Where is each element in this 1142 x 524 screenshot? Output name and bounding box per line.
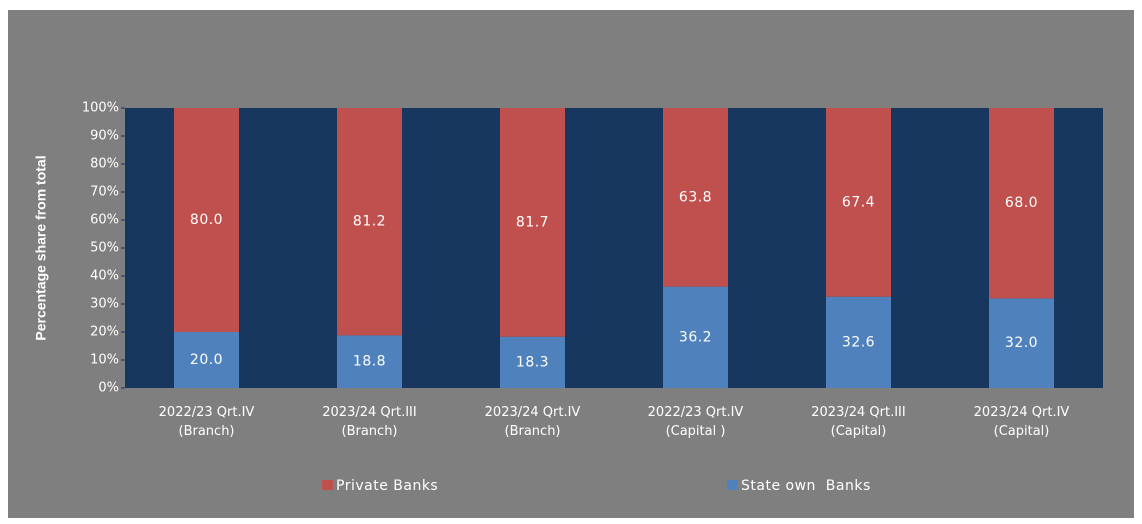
data-label: 18.3 (516, 354, 549, 370)
x-tick-label-line: (Capital ) (666, 424, 726, 439)
x-tick-label-line: (Branch) (505, 424, 561, 439)
data-label: 63.8 (679, 189, 712, 205)
bar-segment (663, 286, 728, 388)
bar-segment (989, 108, 1054, 299)
y-tick-label: 60% (90, 213, 119, 228)
x-tick-label-line: 2022/23 Qrt.IV (648, 405, 744, 420)
legend-swatch (727, 480, 738, 490)
y-tick-label: 20% (90, 325, 119, 340)
legend-label: State own Banks (741, 478, 871, 494)
y-tick-label: 90% (90, 129, 119, 144)
y-tick-label: 30% (90, 297, 119, 312)
x-tick-label-line: 2022/23 Qrt.IV (159, 405, 255, 420)
x-tick-label: 2023/24 Qrt.III (Branch) (322, 405, 416, 439)
y-tick-label: 70% (90, 185, 119, 200)
x-tick-label-line: (Capital) (994, 424, 1050, 439)
data-label: 81.2 (353, 214, 386, 230)
legend-swatch (322, 480, 333, 490)
bar-segment (500, 336, 565, 388)
bar-segment (663, 108, 728, 287)
bar-segment (500, 108, 565, 337)
legend-label: Private Banks (336, 478, 438, 494)
y-tick-label: 80% (90, 157, 119, 172)
x-tick-label-line: 2023/24 Qrt.IV (485, 405, 581, 420)
bar-segment (826, 296, 891, 388)
y-tick-label: 10% (90, 353, 119, 368)
data-label: 81.7 (516, 214, 549, 230)
x-tick-label-line: (Capital) (831, 424, 887, 439)
bar-segment (337, 335, 402, 388)
data-label: 80.0 (190, 212, 223, 228)
y-tick-label: 40% (90, 269, 119, 284)
bar-segment (174, 332, 239, 388)
bar-segment (826, 108, 891, 297)
data-label: 36.2 (679, 329, 712, 345)
data-label: 20.0 (190, 352, 223, 368)
x-tick-label: 2023/24 Qrt.IV (Branch) (485, 405, 581, 439)
data-label: 68.0 (1005, 195, 1038, 211)
x-tick-label: 2022/23 Qrt.IV (Capital ) (648, 405, 744, 439)
bar-segment (174, 108, 239, 332)
data-label: 67.4 (842, 194, 875, 210)
x-tick-label: 2022/23 Qrt.IV (Branch) (159, 405, 255, 439)
y-tick-label: 100% (82, 101, 119, 116)
data-label: 32.6 (842, 334, 875, 350)
x-tick-label-line: 2023/24 Qrt.IV (974, 405, 1070, 420)
data-label: 18.8 (353, 354, 386, 370)
plot-area (125, 108, 1103, 388)
x-tick-label: 2023/24 Qrt.IV (Capital) (974, 405, 1070, 439)
x-tick-label: 2023/24 Qrt.III (Capital) (811, 405, 905, 439)
y-tick-label: 0% (98, 381, 119, 396)
y-axis-label: Percentage share from total (33, 155, 49, 340)
x-tick-label-line: (Branch) (342, 424, 398, 439)
x-tick-label-line: (Branch) (179, 424, 235, 439)
x-tick-label-line: 2023/24 Qrt.III (811, 405, 905, 420)
x-tick-label-line: 2023/24 Qrt.III (322, 405, 416, 420)
bar-segment (989, 298, 1054, 388)
data-label: 32.0 (1005, 335, 1038, 351)
y-tick-label: 50% (90, 241, 119, 256)
bar-segment (337, 108, 402, 336)
